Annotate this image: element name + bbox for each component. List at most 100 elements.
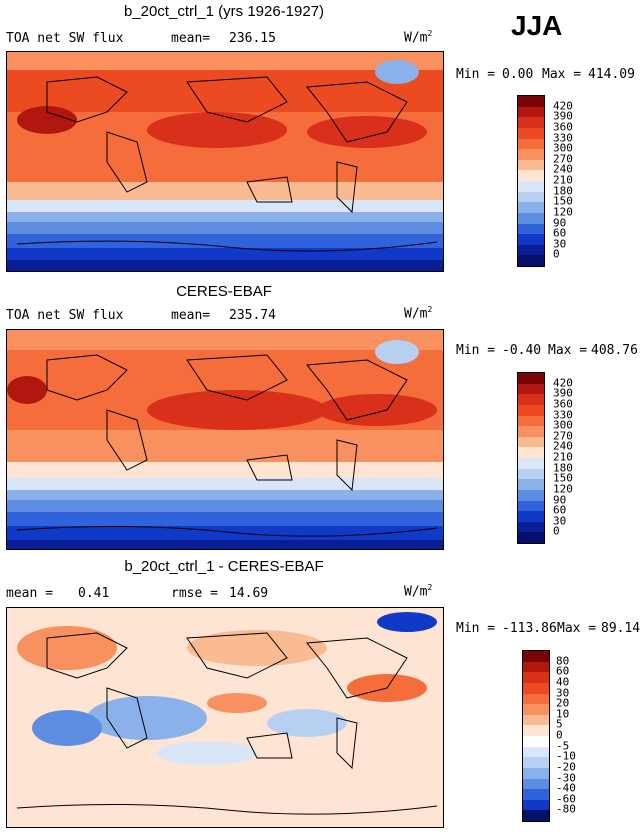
- panel2-map: [6, 329, 444, 550]
- colorbar-tick-label: -40: [556, 781, 576, 795]
- colorbar-tick-label: 30: [556, 686, 570, 699]
- colorbar-segment: [523, 736, 549, 747]
- colorbar-segment: [523, 672, 549, 683]
- colorbar-tick-label: 420: [553, 376, 573, 390]
- colorbar-tick-label: 390: [553, 386, 573, 400]
- colorbar-tick-label: 30: [553, 237, 567, 251]
- colorbar-segment: [523, 757, 549, 768]
- colorbar-segment: [523, 651, 549, 662]
- panel1-title: b_20ct_ctrl_1 (yrs 1926-1927): [123, 3, 325, 20]
- panel2-max-label: Max =: [548, 343, 588, 358]
- colorbar-tick-label: 240: [553, 439, 573, 453]
- colorbar-segment: [523, 810, 549, 821]
- colorbar-tick-label: 210: [553, 450, 573, 464]
- panel2-mean-value: 235.74: [229, 308, 276, 323]
- panel2-mean-label: mean=: [171, 308, 211, 323]
- colorbar-tick-label: -20: [556, 760, 576, 774]
- colorbar-tick-label: 270: [553, 429, 573, 443]
- panel2-title: CERES-EBAF: [176, 283, 272, 300]
- colorbar-segment: [518, 234, 544, 245]
- colorbar-tick-label: 300: [553, 141, 573, 155]
- panel2-max-value: 408.76: [591, 343, 638, 358]
- colorbar-segment: [518, 404, 544, 416]
- colorbar-segment: [518, 212, 544, 224]
- colorbar-segment: [518, 479, 544, 490]
- panel2-units: W/m2: [404, 305, 433, 322]
- colorbar-segment: [523, 778, 549, 790]
- colorbar-segment: [518, 255, 544, 266]
- panel3-map: [6, 607, 444, 828]
- panel1-mean-label: mean=: [171, 31, 211, 46]
- panel2-colorbar: [517, 372, 545, 544]
- colorbar-segment: [518, 394, 544, 405]
- colorbar-segment: [518, 191, 544, 203]
- colorbar-tick-label: -10: [556, 749, 576, 763]
- colorbar-tick-label: 180: [553, 461, 573, 475]
- colorbar-tick-label: -60: [556, 792, 576, 806]
- colorbar-segment: [518, 447, 544, 458]
- colorbar-tick-label: 90: [553, 216, 567, 229]
- colorbar-segment: [518, 426, 544, 437]
- colorbar-segment: [518, 127, 544, 139]
- panel3-mean-value: 0.41: [78, 586, 110, 601]
- colorbar-segment: [518, 106, 544, 118]
- panel3-title: b_20ct_ctrl_1 - CERES-EBAF: [124, 558, 324, 575]
- colorbar-tick-label: 60: [553, 226, 567, 240]
- colorbar-segment: [518, 170, 544, 181]
- colorbar-segment: [518, 521, 544, 533]
- colorbar-tick-label: 80: [556, 654, 570, 668]
- panel2-min-label: Min =: [456, 343, 496, 358]
- panel3-min-label: Min =: [456, 621, 496, 636]
- panel3-max-value: 89.14: [601, 621, 641, 636]
- colorbar-tick-label: 0: [553, 524, 560, 538]
- colorbar-tick-label: 150: [553, 471, 573, 485]
- colorbar-segment: [523, 725, 549, 736]
- panel3-rmse-value: 14.69: [229, 586, 269, 601]
- colorbar-tick-label: -30: [556, 771, 576, 784]
- colorbar-segment: [518, 159, 544, 171]
- panel1-max-value: 414.09: [588, 67, 635, 82]
- colorbar-segment: [518, 117, 544, 128]
- colorbar-segment: [523, 789, 549, 800]
- colorbar-tick-label: 40: [556, 675, 570, 689]
- colorbar-segment: [518, 181, 544, 192]
- colorbar-segment: [523, 661, 549, 673]
- colorbar-tick-label: -5: [556, 739, 570, 753]
- colorbar-tick-label: 150: [553, 194, 573, 208]
- colorbar-segment: [518, 468, 544, 480]
- colorbar-segment: [523, 693, 549, 705]
- panel1-min-label: Min =: [456, 67, 496, 82]
- colorbar-segment: [523, 682, 549, 694]
- colorbar-tick-label: 90: [553, 493, 567, 506]
- colorbar-tick-label: 120: [553, 482, 573, 496]
- panel1-units: W/m2: [404, 29, 433, 46]
- panel1-mean-value: 236.15: [229, 31, 276, 46]
- colorbar-tick-label: 60: [556, 664, 570, 678]
- colorbar-tick-label: 60: [553, 503, 567, 517]
- colorbar-segment: [518, 373, 544, 384]
- panel1-map: [6, 51, 444, 272]
- colorbar-segment: [523, 704, 549, 715]
- colorbar-tick-label: 360: [553, 120, 573, 134]
- colorbar-segment: [518, 532, 544, 543]
- colorbar-segment: [523, 746, 549, 758]
- colorbar-segment: [518, 489, 544, 501]
- season-label: JJA: [511, 10, 563, 41]
- colorbar-segment: [523, 767, 549, 779]
- panel3-mean-label: mean =: [6, 586, 53, 601]
- colorbar-segment: [518, 223, 544, 235]
- colorbar-segment: [523, 714, 549, 726]
- panel1-max-label: Max =: [542, 67, 582, 82]
- colorbar-segment: [518, 458, 544, 469]
- colorbar-segment: [518, 244, 544, 256]
- panel3-min-value: -113.86: [502, 621, 557, 636]
- panel2-variable-label: TOA net SW flux: [6, 308, 124, 323]
- panel3-units: W/m2: [404, 583, 433, 600]
- colorbar-tick-label: 20: [556, 696, 570, 710]
- colorbar-tick-label: 390: [553, 109, 573, 123]
- colorbar-tick-label: 270: [553, 152, 573, 166]
- colorbar-tick-label: 5: [556, 717, 563, 731]
- colorbar-tick-label: 240: [553, 162, 573, 176]
- colorbar-tick-label: -80: [556, 802, 576, 816]
- colorbar-tick-label: 420: [553, 99, 573, 113]
